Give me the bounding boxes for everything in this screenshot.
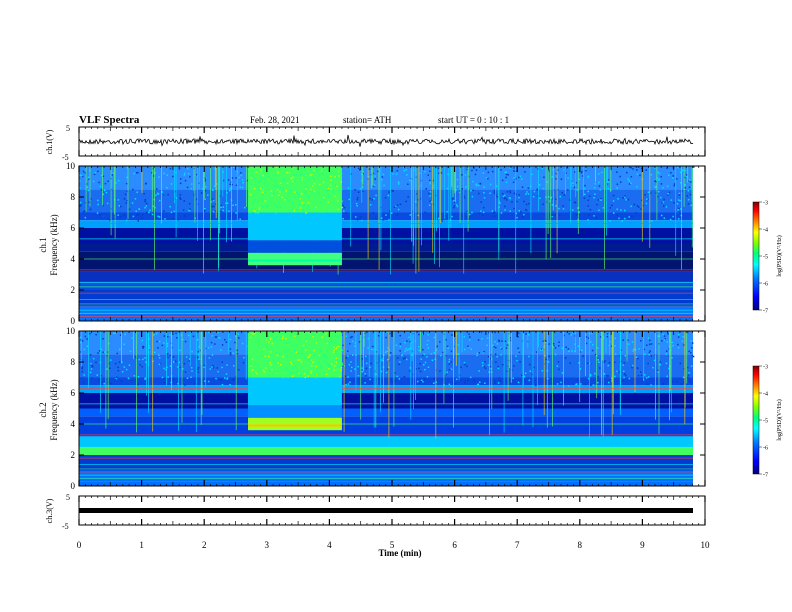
ch2-colorbar-label: log(PSD)(V²/Hz) (776, 399, 783, 440)
figure-title: VLF Spectra (79, 114, 140, 126)
x-tick-label: 10 (701, 540, 711, 550)
ch1-waveform-panel: 5 -5 ch.1(V) (45, 124, 706, 162)
x-tick-label: 9 (640, 540, 645, 550)
ch2-spec-ylabel-2: Frequency (kHz) (49, 379, 59, 440)
x-tick-label: 1 (139, 540, 144, 550)
ch1-spec-ytick: 2 (71, 285, 76, 295)
x-tick-label: 8 (578, 540, 583, 550)
ch3-waveform-line (79, 508, 693, 513)
x-tick-label: 3 (265, 540, 270, 550)
ch1-colorbar-tick: -6 (763, 282, 768, 288)
ch2-colorbar-tick: -4 (763, 392, 768, 398)
ch2-colorbar-tick: -3 (763, 365, 768, 371)
ch1-spec-ytick: 8 (71, 192, 76, 202)
ch1-spec-ylabel-1: ch.1 (38, 237, 48, 252)
ch1-spec-ytick: 4 (71, 254, 76, 264)
x-tick-label: 5 (390, 540, 395, 550)
ch1-colorbar-tick: -5 (763, 255, 768, 261)
x-tick-label: 2 (202, 540, 207, 550)
ch1-spec-ytick: 0 (71, 316, 76, 326)
x-tick-label: 6 (452, 540, 457, 550)
ch2-colorbar-tick: -5 (763, 419, 768, 425)
ch2-spec-ytick: 4 (71, 419, 76, 429)
date-label: Feb. 28, 2021 (250, 115, 300, 125)
x-tick-label: 4 (327, 540, 332, 550)
ch1-spectrogram-image (79, 166, 695, 321)
ch2-spec-ytick: 0 (71, 481, 76, 491)
start-ut-label: start UT = 0 : 10 : 1 (438, 115, 509, 125)
ch1-colorbar-label: log(PSD)(V²/Hz) (776, 235, 783, 276)
ch2-spectrogram-image (78, 331, 695, 486)
ch2-spec-ytick: 8 (71, 357, 76, 367)
ch1-ylabel: ch.1(V) (45, 129, 54, 154)
station-label: station= ATH (343, 115, 392, 125)
ch1-colorbar (752, 201, 760, 311)
ch2-spec-ytick: 10 (66, 326, 76, 336)
ch1-spec-ytick: 10 (66, 161, 76, 171)
x-tick-label: 7 (515, 540, 520, 550)
ch3-waveform-panel: 5 -5 ch.3(V) (45, 493, 706, 531)
ch1-spec-ytick: 6 (71, 223, 76, 233)
x-tick-label: 0 (77, 540, 82, 550)
ch1-waveform-line (78, 134, 694, 147)
ch2-spec-ytick: 6 (71, 388, 76, 398)
ch3-ylabel: ch.3(V) (45, 498, 54, 523)
ch1-spec-ylabel-2: Frequency (kHz) (49, 214, 59, 275)
ch1-colorbar-tick: -3 (763, 201, 768, 207)
ch3-ytick-bottom: -5 (62, 522, 69, 531)
ch2-colorbar (752, 365, 760, 475)
ch1-colorbar-tick: -7 (763, 309, 768, 315)
ch1-colorbar-tick: -4 (763, 228, 768, 234)
ch2-spec-ytick: 2 (71, 450, 76, 460)
ch1-ytick-bottom: -5 (62, 153, 69, 162)
x-axis-label: Time (min) (378, 548, 421, 558)
ch2-colorbar-tick: -7 (763, 473, 768, 479)
ch1-ytick-top: 5 (66, 124, 70, 133)
ch3-ytick-top: 5 (66, 493, 70, 502)
ch2-colorbar-tick: -6 (763, 446, 768, 452)
ch2-spec-ylabel-1: ch.2 (38, 402, 48, 417)
